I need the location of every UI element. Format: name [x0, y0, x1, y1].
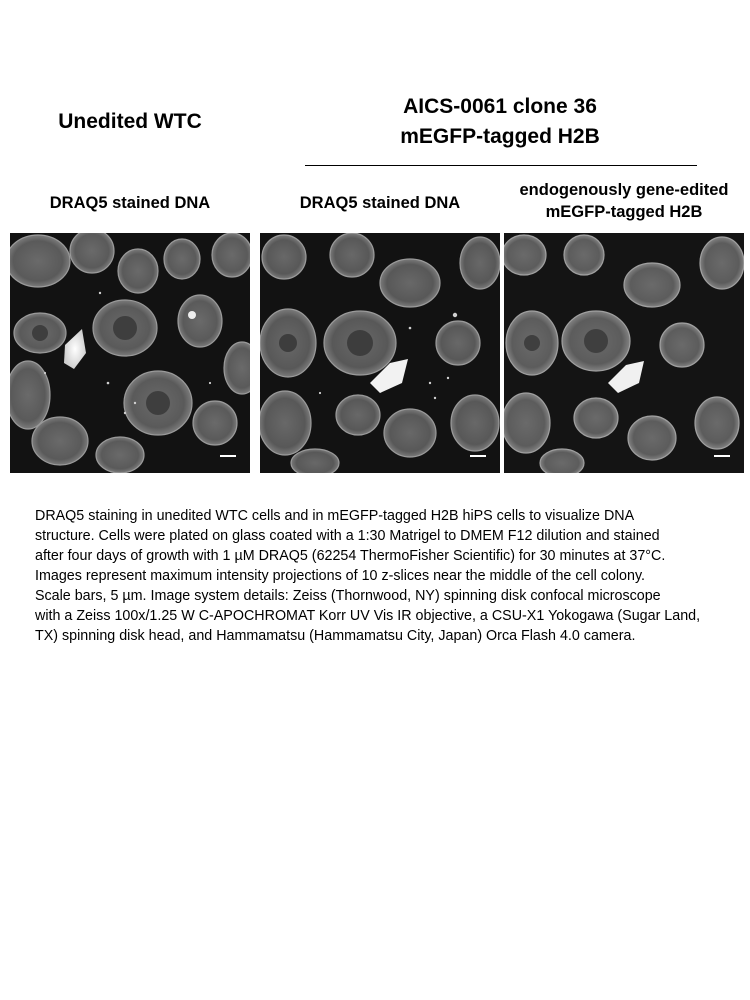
- column-label-1: DRAQ5 stained DNA: [49, 194, 211, 212]
- clone-title-line1: AICS-0061 clone 36: [403, 95, 597, 118]
- h2b-megfp-image: [504, 233, 744, 473]
- scale-bar: [714, 455, 730, 457]
- unedited-wtc-draq5-image: [10, 233, 250, 473]
- figure-caption: DRAQ5 staining in unedited WTC cells and…: [35, 508, 701, 644]
- unedited-wtc-title: Unedited WTC: [58, 110, 202, 133]
- column-label-2: DRAQ5 stained DNA: [299, 194, 461, 212]
- scale-bar: [220, 455, 236, 457]
- clone-title: AICS-0061 clone 36 mEGFP-tagged H2B: [300, 92, 700, 152]
- column-label-3-line2: mEGFP-tagged H2B: [545, 203, 703, 221]
- column-label-3-line1: endogenously gene-edited: [519, 181, 729, 199]
- unedited-wtc-draq5-micrograph: [10, 233, 250, 473]
- h2b-draq5-image: [260, 233, 500, 473]
- header-divider: [305, 165, 697, 166]
- h2b-megfp-micrograph: [504, 233, 744, 473]
- column-label-3: endogenously gene-edited mEGFP-tagged H2…: [504, 179, 744, 223]
- clone-title-line2: mEGFP-tagged H2B: [400, 125, 600, 148]
- h2b-draq5-micrograph: [260, 233, 500, 473]
- scale-bar: [470, 455, 486, 457]
